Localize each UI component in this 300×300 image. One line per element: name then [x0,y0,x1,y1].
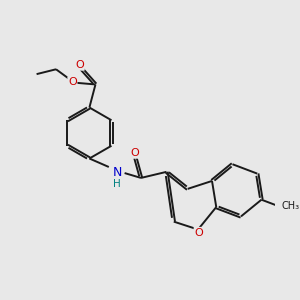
Text: H: H [113,179,121,189]
Text: O: O [68,77,77,87]
Text: O: O [130,148,139,158]
Text: CH₃: CH₃ [281,201,300,211]
Text: O: O [194,227,203,238]
Text: O: O [75,60,84,70]
Text: N: N [112,166,122,179]
